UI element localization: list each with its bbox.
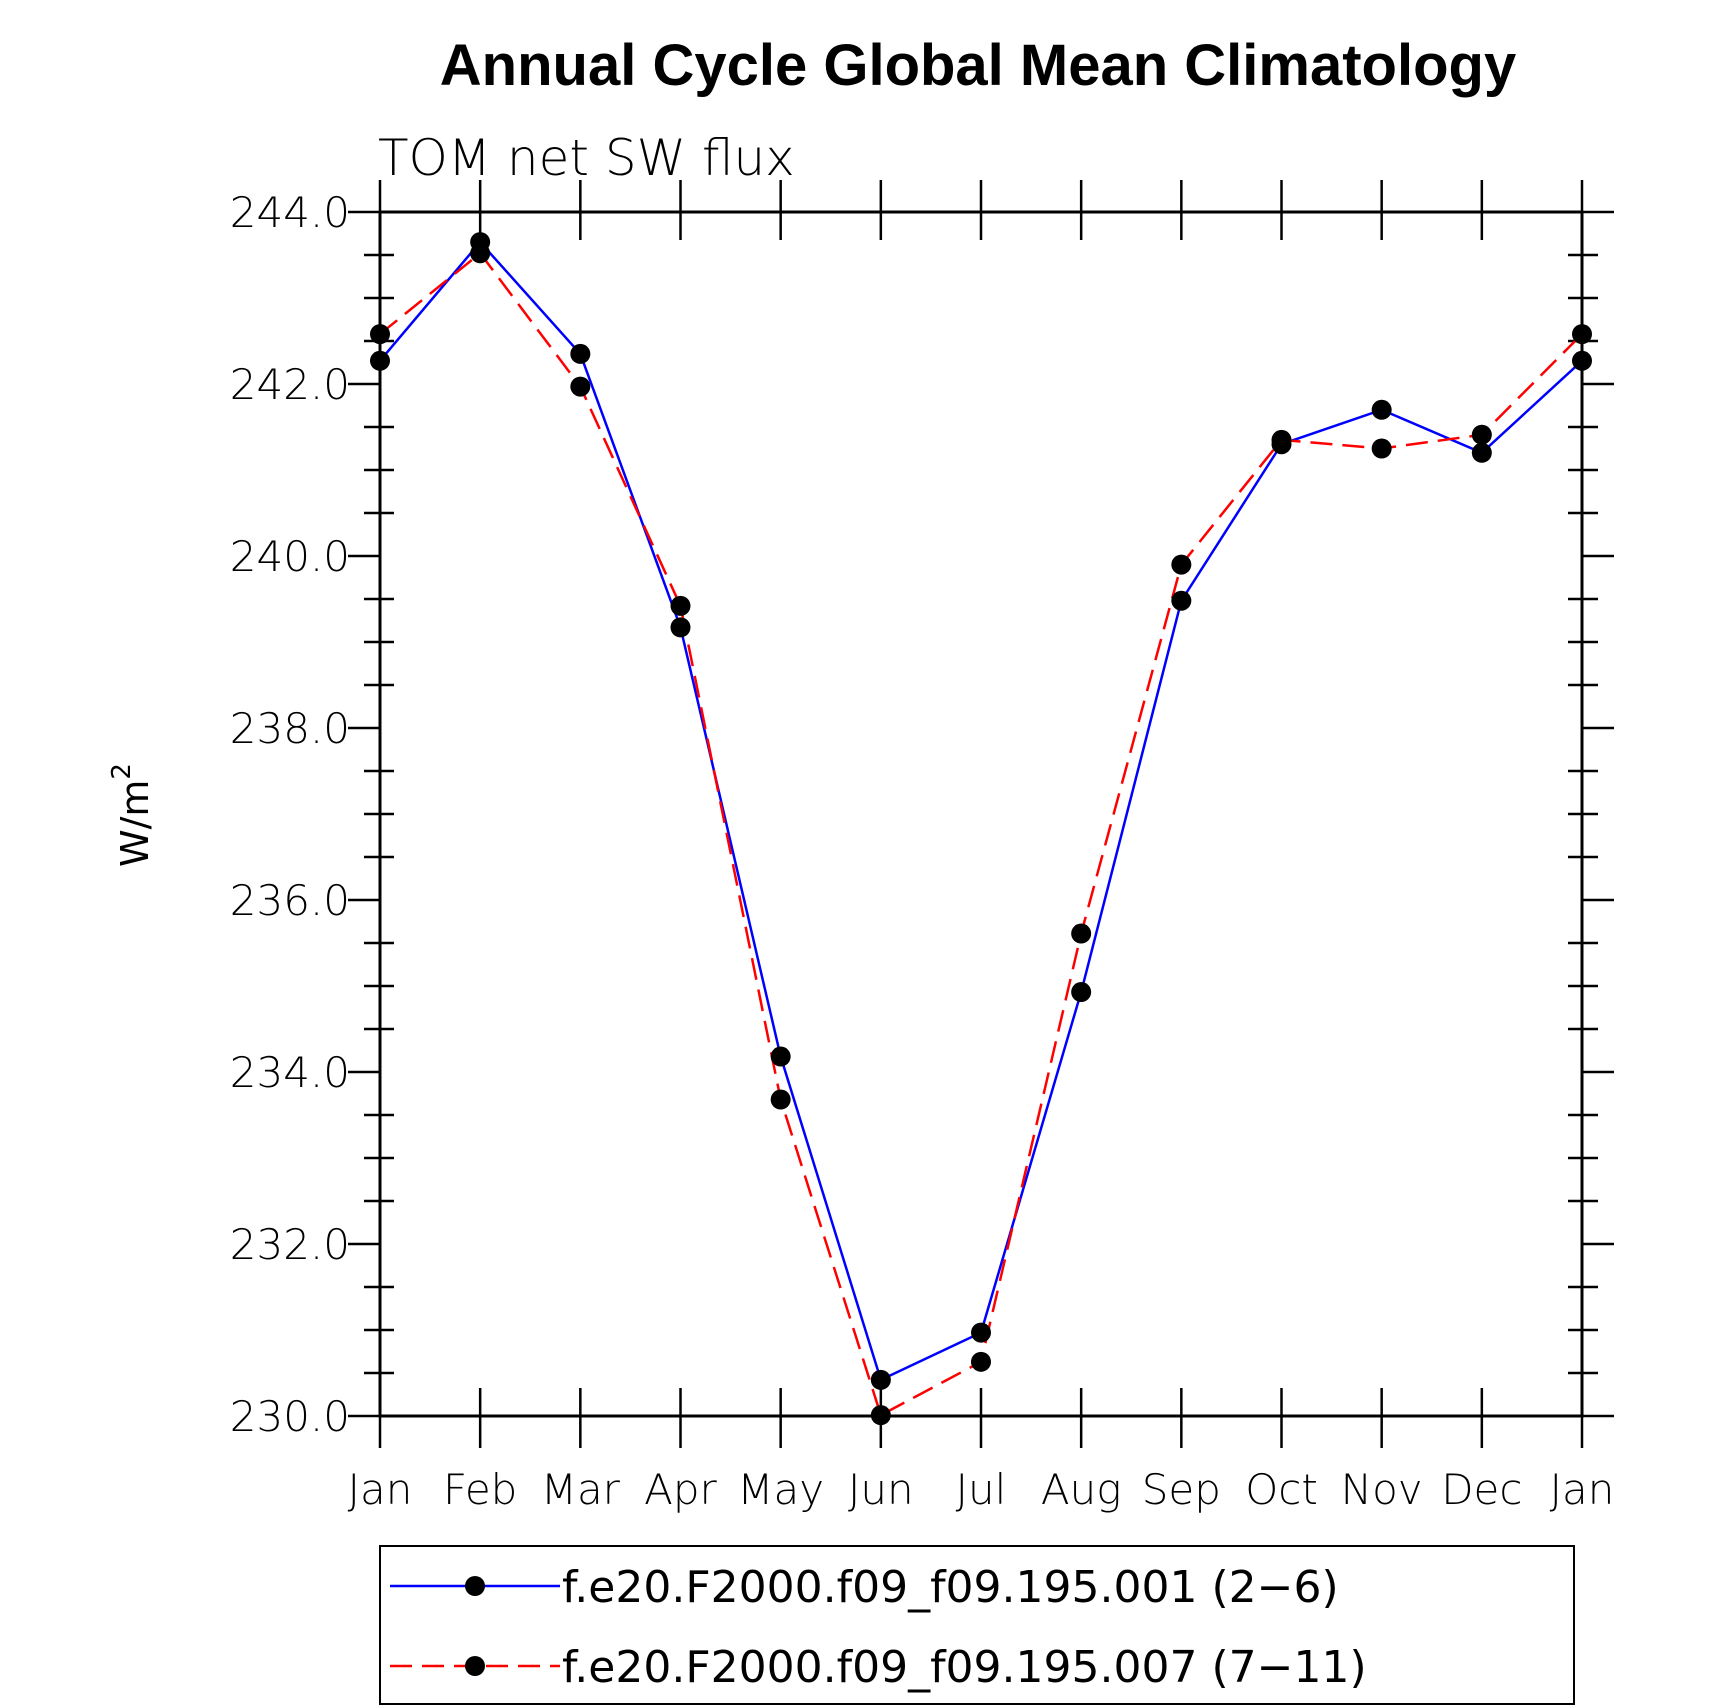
series-2-point [971, 1351, 991, 1372]
series-2-point [670, 595, 691, 616]
y-axis-label-superscript: 2 [107, 763, 137, 780]
legend-box [379, 1545, 1575, 1705]
series-1-point [1371, 399, 1392, 420]
y-tick-label: 236.0 [230, 876, 350, 925]
series-2-point [1271, 429, 1292, 450]
x-tick-label: Jan [348, 1465, 413, 1514]
legend-swatch-blue-marker [465, 1576, 485, 1596]
series-2-point [1471, 424, 1492, 445]
x-tick-label: Jun [848, 1465, 914, 1514]
x-tick-label: Jan [1550, 1465, 1615, 1514]
series-line-1 [379, 240, 1583, 1382]
y-tick-label: 234.0 [230, 1048, 350, 1097]
series-1-point [1071, 982, 1092, 1003]
x-tick-label: Sep [1142, 1465, 1221, 1514]
x-tick-label: Nov [1341, 1465, 1423, 1514]
y-tick-label: 230.0 [230, 1392, 350, 1441]
series-1-point [670, 617, 691, 638]
series-2-point [570, 376, 591, 397]
series-2-point [1171, 554, 1192, 575]
y-tick-label: 244.0 [230, 188, 350, 237]
x-tick-label: May [737, 1465, 824, 1514]
series-1-point [971, 1322, 991, 1343]
x-tick-label: Jul [956, 1465, 1007, 1514]
series-2-point [1572, 324, 1592, 345]
legend-swatch-red-marker [465, 1656, 485, 1676]
x-tick-label: Feb [443, 1465, 517, 1514]
y-tick-label: 238.0 [230, 704, 350, 753]
chart-title: Annual Cycle Global Mean Climatology [440, 33, 1516, 98]
series-2-point [470, 243, 491, 264]
y-tick-label: 232.0 [230, 1220, 350, 1269]
y-axis-label-text: W/m [113, 780, 157, 867]
legend-item-2: f.e20.F2000.f09_f09.195.007 (7−11) [390, 1642, 1367, 1693]
x-tick-label: Oct [1245, 1465, 1318, 1514]
y-tick-label: 240.0 [230, 532, 350, 581]
series-2-point [770, 1089, 791, 1110]
x-tick-label: Apr [644, 1465, 717, 1514]
series-1-point [370, 350, 390, 371]
series-1-point [1572, 350, 1592, 371]
series-group [370, 232, 1592, 1426]
legend: f.e20.F2000.f09_f09.195.001 (2−6) f.e20.… [379, 1545, 1575, 1705]
series-1-point [870, 1369, 891, 1390]
axes-frame [348, 180, 1614, 1448]
series-1-point [1171, 590, 1192, 611]
series-1-point [1471, 442, 1492, 463]
chart-subtitle: TOM net SW flux [378, 129, 795, 187]
y-axis-label: W/m2 [107, 763, 157, 867]
x-tick-label: Dec [1441, 1465, 1522, 1514]
x-tick-label: Aug [1041, 1465, 1122, 1514]
series-1-point [570, 343, 591, 364]
tick-labels: 230.0 232.0 234.0 236.0 238.0 240.0 242.0 244.0… [230, 188, 1615, 1514]
series-1-point [770, 1046, 791, 1067]
series-2-point [1371, 438, 1392, 459]
x-tick-label: Mar [541, 1465, 621, 1514]
legend-label-1: f.e20.F2000.f09_f09.195.001 (2−6) [562, 1562, 1339, 1613]
legend-item-1: f.e20.F2000.f09_f09.195.001 (2−6) [390, 1562, 1339, 1613]
legend-label-2: f.e20.F2000.f09_f09.195.007 (7−11) [562, 1642, 1367, 1693]
y-tick-label: 242.0 [230, 360, 350, 409]
series-2-point [370, 324, 390, 345]
series-2-point [870, 1405, 891, 1426]
series-2-point [1071, 923, 1092, 944]
series-line-2 [379, 251, 1583, 1417]
plot-frame [378, 210, 1584, 1418]
svg-text:W/m2: W/m2 [107, 763, 157, 867]
